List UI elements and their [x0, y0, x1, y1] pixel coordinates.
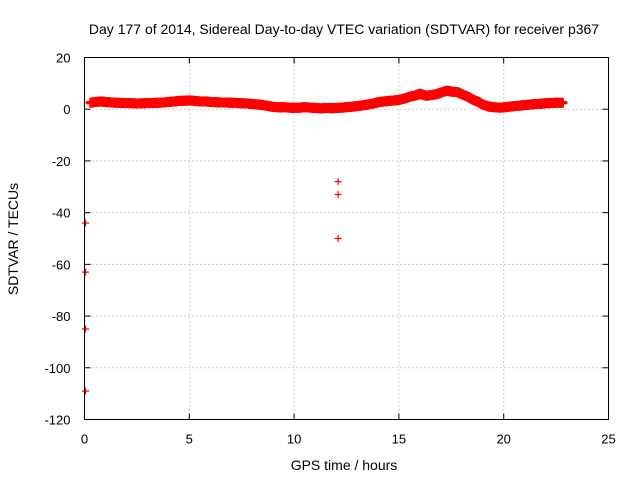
data-point [334, 178, 342, 186]
data-point [334, 191, 342, 199]
data-point [82, 387, 90, 395]
y-tick-label: -100 [44, 361, 70, 376]
axis-ticks: 0 5 10 15 20 25 20 0 -20 -40 -60 -80 -100 -120 [44, 51, 615, 447]
x-tick-label: 0 [81, 432, 88, 447]
y-tick-label: -120 [44, 413, 70, 428]
data-point [334, 235, 342, 242]
x-tick-label: 5 [186, 432, 193, 447]
y-tick-label: -60 [52, 257, 71, 272]
x-axis-label: GPS time / hours [291, 457, 398, 473]
y-axis-label: SDTVAR / TECUs [5, 183, 21, 295]
plot-frame [84, 57, 609, 420]
data-series [82, 85, 568, 395]
x-tick-label: 10 [287, 432, 301, 447]
data-point [557, 97, 568, 108]
grid [84, 57, 609, 420]
data-point [82, 268, 90, 276]
y-tick-label: -20 [52, 154, 71, 169]
y-tick-label: 20 [56, 51, 70, 66]
x-tick-label: 15 [392, 432, 406, 447]
x-tick-label: 20 [496, 432, 510, 447]
y-tick-label: -40 [52, 206, 71, 221]
data-point [82, 219, 90, 227]
y-tick-label: -80 [52, 309, 71, 324]
y-tick-label: 0 [63, 102, 70, 117]
data-point [82, 325, 90, 333]
x-tick-label: 25 [601, 432, 615, 447]
chart-title: Day 177 of 2014, Sidereal Day-to-day VTE… [89, 21, 599, 37]
